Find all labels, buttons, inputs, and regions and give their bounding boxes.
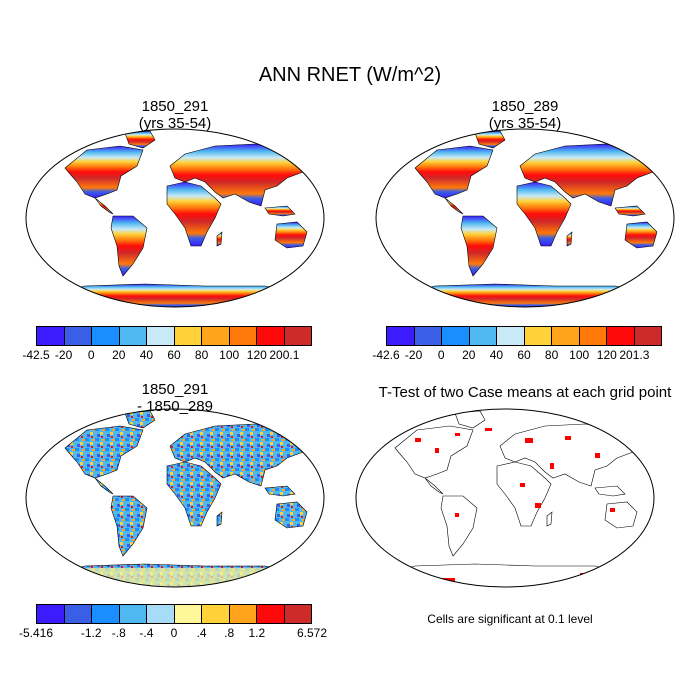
colorbar-swatch: [524, 327, 552, 345]
colorbar-label: 20: [112, 348, 126, 362]
colorbar-swatch: [229, 605, 257, 623]
panel-1-title-line1: 1850_291: [141, 98, 209, 115]
colorbar-label: -.8: [111, 626, 126, 640]
map-outline: [355, 408, 655, 588]
colorbar-swatch: [284, 605, 311, 623]
colorbar-label: .4: [196, 626, 207, 640]
colorbar-panel-1: -42.5 -20 0 20 40 60 80 100 120 200.1: [22, 326, 312, 362]
colorbar-label: 0: [437, 348, 445, 362]
panel-2-title-line1: 1850_289: [491, 98, 559, 115]
significance-note: Cells are significant at 0.1 level: [427, 612, 593, 626]
colorbar-swatch: [119, 327, 147, 345]
colorbar-swatch: [607, 327, 635, 345]
map-panel-4: [355, 408, 655, 588]
main-title: ANN RNET (W/m^2): [258, 64, 442, 86]
colorbar-swatch: [284, 327, 311, 345]
colorbar-swatch: [64, 605, 92, 623]
colorbar-swatch: [119, 605, 147, 623]
colorbar-label: -1.2: [80, 626, 102, 640]
colorbar-swatch: [257, 605, 285, 623]
colorbar-label: 100: [219, 348, 240, 362]
colorbar-swatch: [552, 327, 580, 345]
colorbar-label: -.4: [139, 626, 154, 640]
map-panel-2: [375, 128, 675, 308]
colorbar-swatch: [37, 327, 65, 345]
map-panel-1: [25, 128, 325, 308]
colorbar-swatch: [202, 605, 230, 623]
colorbar-swatch: [634, 327, 661, 345]
colorbar-label: .8: [224, 626, 235, 640]
panel-4-title-line1: T-Test of two Case means at each grid po…: [378, 384, 672, 401]
colorbar-swatch: [387, 327, 415, 345]
colorbar-label: -42.5: [22, 348, 50, 362]
land-outline: [374, 410, 654, 587]
colorbar-label: -20: [54, 348, 73, 362]
colorbar-swatch: [497, 327, 525, 345]
panel-1-title: 1850_291 (yrs 35-54): [25, 98, 325, 132]
colorbar-label: 80: [544, 348, 559, 362]
panel-2-title: 1850_289 (yrs 35-54): [375, 98, 675, 132]
colorbar-label: 120: [246, 348, 267, 362]
colorbar-swatch: [174, 327, 202, 345]
colorbar-label: 0: [170, 626, 178, 640]
colorbar-label: 120: [596, 348, 617, 362]
colorbar-swatch: [37, 605, 65, 623]
colorbar-swatch: [229, 327, 257, 345]
map-outline: [25, 408, 325, 588]
colorbar-swatch: [442, 327, 470, 345]
colorbar-label: 20: [462, 348, 476, 362]
colorbar-label: 40: [139, 348, 154, 362]
colorbar-label: 60: [167, 348, 181, 362]
land-fill: [44, 130, 324, 307]
colorbar-label: 0: [87, 348, 95, 362]
panel-4-title: T-Test of two Case means at each grid po…: [350, 384, 700, 401]
panel-3-title-line1: 1850_291: [141, 381, 209, 398]
colorbar-label: 80: [194, 348, 209, 362]
colorbar-label: 1.2: [248, 626, 266, 640]
colorbar-label: 60: [517, 348, 531, 362]
panel-3-title: 1850_291 - 1850_289: [25, 381, 325, 415]
colorbar-swatch: [202, 327, 230, 345]
colorbar-swatch: [147, 327, 175, 345]
panel-1-title-line2: (yrs 35-54): [138, 115, 212, 132]
colorbar-swatch: [92, 605, 120, 623]
colorbar-swatch: [147, 605, 175, 623]
panel-3-title-line2: - 1850_289: [137, 398, 213, 415]
panel-2-title-line2: (yrs 35-54): [488, 115, 562, 132]
colorbar-swatch: [174, 605, 202, 623]
colorbar-label: -42.6: [372, 348, 400, 362]
colorbar-label: 100: [569, 348, 590, 362]
colorbar-swatch: [579, 327, 607, 345]
colorbar-panel-2: -42.6 -20 0 20 40 60 80 100 120 201.3: [372, 326, 662, 362]
colorbar-swatch: [414, 327, 442, 345]
colorbar-label: 6.572: [296, 626, 328, 640]
colorbar-swatch: [469, 327, 497, 345]
colorbar-swatch: [64, 327, 92, 345]
map-panel-3: [25, 408, 325, 588]
colorbar-swatch: [257, 327, 285, 345]
colorbar-label: 200.1: [269, 348, 300, 362]
colorbar-swatch: [92, 327, 120, 345]
land-fill: [44, 410, 324, 587]
map-outline: [375, 128, 675, 308]
colorbar-label: -5.416: [18, 626, 54, 640]
map-outline: [25, 128, 325, 308]
colorbar-label: 201.3: [619, 348, 650, 362]
colorbar-label: -20: [404, 348, 423, 362]
land-fill: [394, 130, 674, 307]
colorbar-panel-3: -5.416 -1.2 -.8 -.4 0 .4 .8 1.2 6.572: [19, 604, 327, 640]
colorbar-label: 40: [489, 348, 504, 362]
